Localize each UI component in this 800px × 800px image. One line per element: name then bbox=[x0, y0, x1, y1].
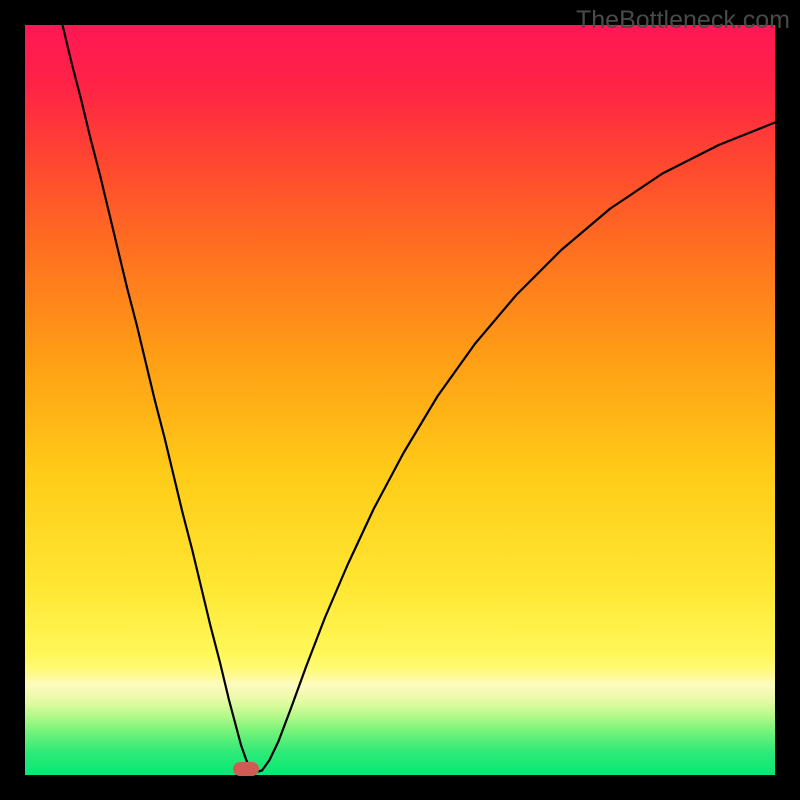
plot-svg bbox=[25, 25, 775, 775]
watermark-text: TheBottleneck.com bbox=[576, 6, 790, 35]
plot-area bbox=[25, 25, 775, 775]
chart-frame: TheBottleneck.com bbox=[0, 0, 800, 800]
bottleneck-marker bbox=[233, 762, 259, 776]
